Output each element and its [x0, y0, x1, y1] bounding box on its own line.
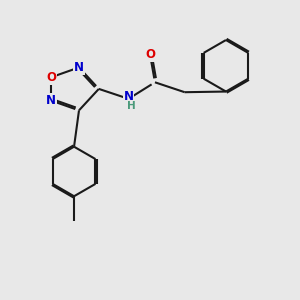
- Text: N: N: [46, 94, 56, 107]
- Text: N: N: [74, 61, 84, 74]
- Text: O: O: [46, 71, 56, 84]
- Text: H: H: [127, 101, 136, 111]
- Text: O: O: [145, 48, 155, 61]
- Text: N: N: [124, 90, 134, 103]
